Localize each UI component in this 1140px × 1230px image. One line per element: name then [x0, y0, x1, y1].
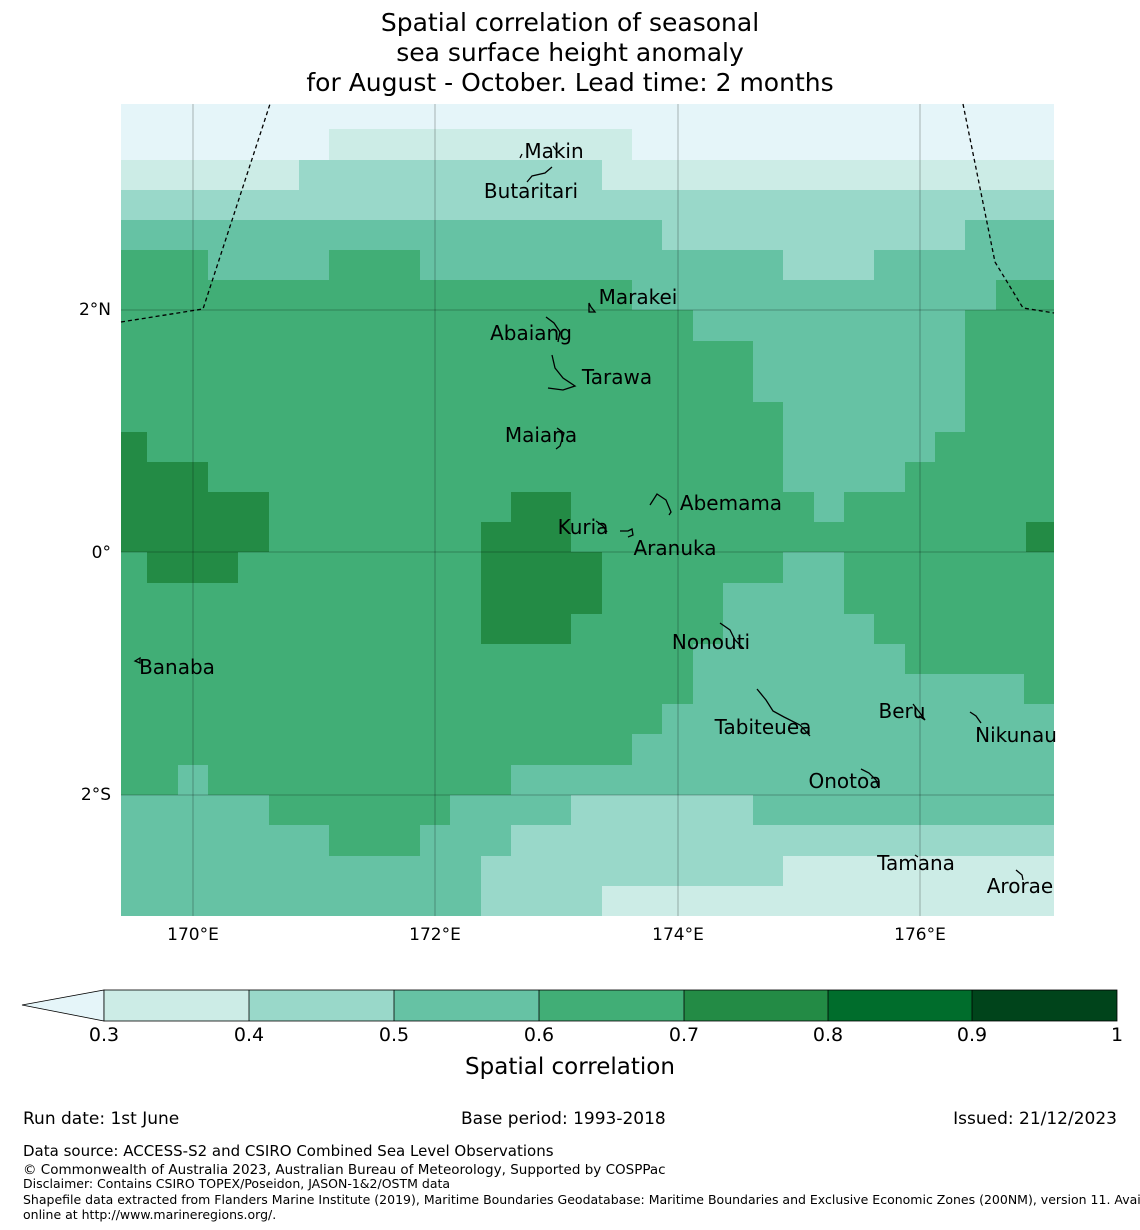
- label-beru: Beru: [879, 699, 926, 723]
- colorbar-label: Spatial correlation: [465, 1054, 675, 1080]
- gridlines: [121, 104, 1054, 916]
- label-arorae: Arorae: [987, 874, 1053, 898]
- island-labels: Makin Butaritari Marakei Abaiang Tarawa …: [139, 139, 1057, 898]
- island-shape-banaba: [133, 656, 141, 664]
- colorbar-outline: [103, 989, 1118, 1022]
- colorbar-tick-0.6: 0.6: [523, 1024, 555, 1046]
- label-makin: Makin: [524, 139, 583, 163]
- colorbar-tick-1: 1: [1110, 1024, 1124, 1046]
- island-shape-beru: [912, 703, 926, 721]
- lat-tick-2s: 2°S: [81, 785, 111, 805]
- island-shape-onotoa: [860, 768, 879, 787]
- colorbar-swatch-0.4: [249, 990, 394, 1021]
- colorbar-extend-arrow: [21, 989, 105, 1022]
- label-maiana: Maiana: [505, 423, 577, 447]
- island-shape-nikunau: [969, 711, 982, 724]
- lon-tick-170: 170°E: [167, 925, 219, 945]
- field-band-0.7: [121, 432, 269, 583]
- island-shape-tabiteuea: [756, 688, 811, 737]
- axis-tick-labels: 2°N 0° 2°S 170°E 172°E 174°E 176°E: [79, 300, 946, 945]
- island-shape-abaiang: [545, 316, 561, 343]
- island-shape-maiana: [555, 427, 565, 450]
- colorbar-tick-0.8: 0.8: [812, 1024, 844, 1046]
- island-shape-nonouti: [719, 622, 744, 649]
- lon-tick-172: 172°E: [409, 925, 461, 945]
- colorbar-tick-0.7: 0.7: [668, 1024, 700, 1046]
- title-line-3: for August - October. Lead time: 2 month…: [306, 68, 834, 97]
- eez-boundaries: [120, 103, 1055, 323]
- island-shape-arorae: [1015, 869, 1024, 881]
- island-shape-aranuka: [620, 528, 634, 538]
- run-date: Run date: 1st June: [23, 1109, 180, 1129]
- label-abaiang: Abaiang: [490, 321, 572, 345]
- label-nikunau: Nikunau: [975, 723, 1057, 747]
- colorbar-swatch-0.6: [539, 990, 684, 1021]
- colorbar-swatch-0.8: [828, 990, 972, 1021]
- colorbar-tick-0.3: 0.3: [88, 1024, 120, 1046]
- island-shape-butaritari: [526, 166, 553, 183]
- field-band-0.7-center: [481, 492, 602, 644]
- island-shape-kuria: [595, 520, 608, 533]
- label-tabiteuea: Tabiteuea: [714, 715, 812, 739]
- lon-tick-174: 174°E: [652, 925, 704, 945]
- colorbar-swatch-0.7: [684, 990, 828, 1021]
- field-band-0.7-east: [1026, 522, 1054, 552]
- label-marakei: Marakei: [599, 285, 678, 309]
- colorbar-tick-0.9: 0.9: [956, 1024, 988, 1046]
- colorbar-swatch-0.5: [394, 990, 539, 1021]
- lon-tick-176: 176°E: [894, 925, 946, 945]
- copyright-notice: © Commonwealth of Australia 2023, Austra…: [23, 1162, 666, 1178]
- colorbar-swatch-0.9: [972, 990, 1117, 1021]
- label-tarawa: Tarawa: [581, 365, 652, 389]
- lat-tick-2n: 2°N: [79, 300, 111, 320]
- label-tamana: Tamana: [876, 851, 955, 875]
- colorbar-tick-0.4: 0.4: [233, 1024, 265, 1046]
- island-shape-abemama: [649, 493, 672, 516]
- eez-boundary-west: [120, 103, 271, 323]
- data-source: Data source: ACCESS-S2 and CSIRO Combine…: [23, 1142, 554, 1160]
- island-shape-tarawa: [547, 354, 577, 391]
- label-abemama: Abemama: [680, 491, 782, 515]
- shapefile-credit-1: Shapefile data extracted from Flanders M…: [23, 1192, 1140, 1207]
- label-onotoa: Onotoa: [809, 769, 882, 793]
- field-hole-0.5: [178, 765, 208, 795]
- colorbar-tick-0.5: 0.5: [378, 1024, 410, 1046]
- colorbar-swatch-0.3: [104, 990, 249, 1021]
- title-line-1: Spatial correlation of seasonal: [380, 8, 760, 37]
- island-shape-tamana: [914, 854, 919, 858]
- label-banaba: Banaba: [139, 655, 215, 679]
- title-line-2: sea surface height anomaly: [396, 38, 744, 67]
- label-nonouti: Nonouti: [672, 630, 750, 654]
- label-aranuka: Aranuka: [634, 536, 717, 560]
- label-kuria: Kuria: [558, 515, 609, 539]
- correlation-field: [121, 104, 1054, 916]
- base-period: Base period: 1993-2018: [461, 1109, 666, 1129]
- disclaimer: Disclaimer: Contains CSIRO TOPEX/Poseido…: [23, 1176, 451, 1191]
- lat-tick-0: 0°: [92, 543, 111, 563]
- issued-date: Issued: 21/12/2023: [953, 1109, 1117, 1129]
- island-outlines: [133, 145, 1024, 881]
- eez-boundary-east: [962, 103, 1055, 314]
- island-shape-makin: [519, 145, 557, 159]
- island-shape-marakei: [588, 302, 597, 313]
- shapefile-credit-2: online at http://www.marineregions.org/.: [23, 1207, 277, 1222]
- colorbar: [21, 989, 1118, 1022]
- label-butaritari: Butaritari: [484, 179, 578, 203]
